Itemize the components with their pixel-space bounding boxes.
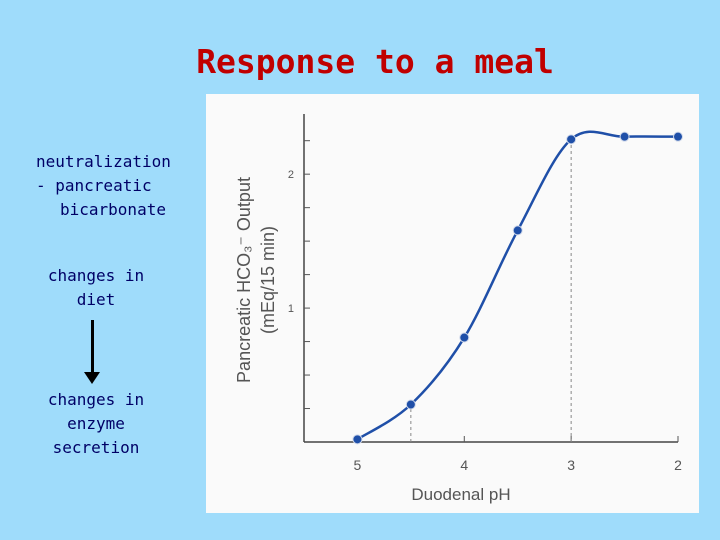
note-line-3: bicarbonate bbox=[60, 200, 166, 219]
y-tick-label: 2 bbox=[288, 169, 294, 181]
data-point bbox=[352, 434, 363, 445]
data-point bbox=[673, 131, 683, 142]
x-tick-label: 4 bbox=[460, 457, 468, 473]
flow-arrow-head bbox=[84, 372, 100, 384]
chart-figure: 1 2 5 4 3 2 Duodenal pH Pancreatic HCO₃⁻ Output… bbox=[206, 94, 699, 513]
y-axis-label: Pancreatic HCO₃⁻ Output bbox=[234, 177, 254, 383]
y-tick-label: 1 bbox=[288, 303, 294, 315]
slide-title: Response to a meal bbox=[196, 42, 554, 81]
flow-arrow-line bbox=[91, 320, 94, 376]
bicarbonate-response-chart: 1 2 5 4 3 2 Duodenal pH Pancreatic HCO₃⁻ Output… bbox=[234, 114, 683, 504]
data-point bbox=[405, 399, 416, 410]
data-point bbox=[619, 131, 630, 142]
x-axis-label: Duodenal pH bbox=[411, 485, 510, 504]
data-point bbox=[459, 332, 470, 343]
response-curve bbox=[356, 130, 679, 441]
data-point bbox=[566, 134, 577, 145]
x-tick-label: 2 bbox=[674, 457, 682, 473]
y-axis-unit-label: (mEq/15 min) bbox=[258, 226, 278, 334]
x-tick-label: 5 bbox=[354, 457, 362, 473]
x-tick-label: 3 bbox=[567, 457, 575, 473]
diet-note: changes in diet bbox=[47, 266, 145, 309]
neutralization-note: neutralization - pancreatic bicarbonate bbox=[36, 150, 186, 222]
enzyme-note: changes in enzyme secretion bbox=[47, 390, 145, 457]
note-line-1: neutralization bbox=[36, 152, 171, 171]
data-point bbox=[512, 225, 523, 236]
note-line-2: - pancreatic bbox=[36, 176, 152, 195]
